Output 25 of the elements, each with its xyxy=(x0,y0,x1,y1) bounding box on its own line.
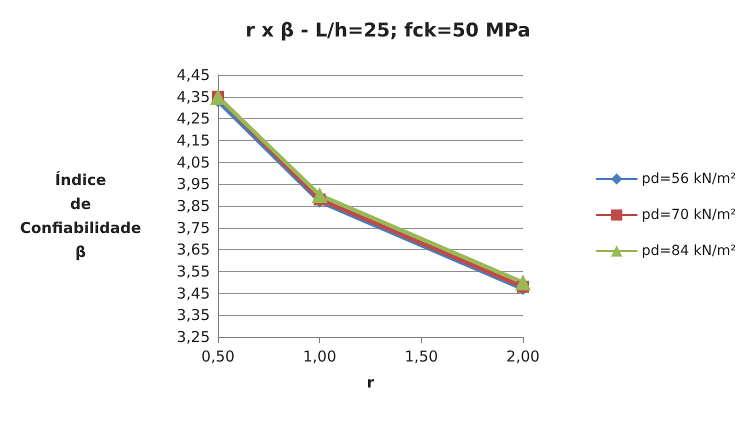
y-tick-label: 4,35 xyxy=(176,88,210,106)
legend-label: pd=56 kN/m² xyxy=(642,171,736,187)
x-tick-label: 2,00 xyxy=(506,348,540,366)
legend-label: pd=70 kN/m² xyxy=(642,207,736,223)
y-tick-label: 4,25 xyxy=(176,110,210,128)
y-tick-label: 3,95 xyxy=(176,175,210,194)
x-tick-label: 1,50 xyxy=(404,348,438,366)
y-tick-label: 3,75 xyxy=(176,218,210,237)
y-tick-label: 3,25 xyxy=(176,328,210,346)
x-tick-label: 1,00 xyxy=(302,348,336,366)
y-tick-label: 4,05 xyxy=(176,153,210,172)
y-tick-label: 3,85 xyxy=(176,197,210,215)
chart-title: r x β - L/h=25; fck=50 MPa xyxy=(246,20,530,42)
x-tick-label: 0,50 xyxy=(201,348,235,366)
point xyxy=(312,187,328,204)
y-tick-label: 3,45 xyxy=(176,284,210,302)
x-axis-title: r xyxy=(366,374,375,392)
legend-label: pd=84 kN/m² xyxy=(642,243,736,259)
y-tick-label: 3,65 xyxy=(176,240,210,259)
point xyxy=(515,274,531,290)
y-tick-label: 3,55 xyxy=(176,262,210,280)
y-tick-label: 4,15 xyxy=(176,132,210,150)
y-tick-label: 4,45 xyxy=(176,66,210,84)
y-axis-title: Índice de Confiabilidade β xyxy=(20,171,142,261)
y-tick-label: 3,35 xyxy=(176,306,210,324)
